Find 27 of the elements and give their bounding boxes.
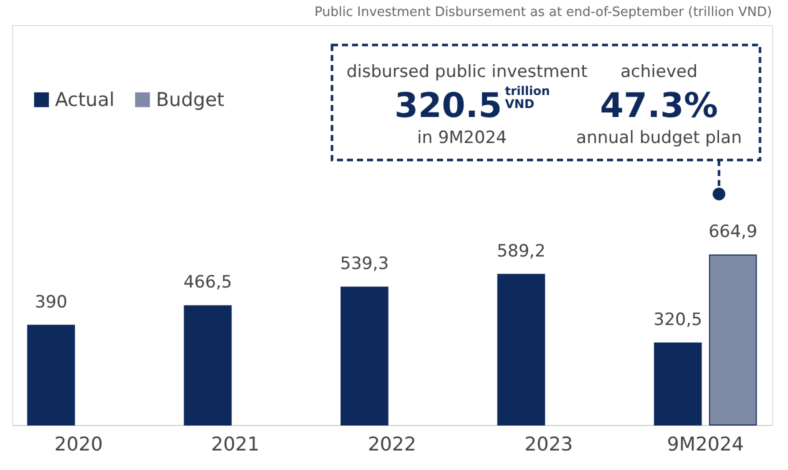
bar bbox=[654, 342, 702, 426]
text: annual budget plan bbox=[576, 128, 742, 148]
data-label: 539,3 bbox=[340, 254, 389, 274]
bar bbox=[184, 305, 232, 426]
legend-label: Actual bbox=[55, 88, 115, 111]
text: 320.5 bbox=[394, 86, 502, 126]
data-label: 320,5 bbox=[654, 310, 702, 330]
x-tick-label: 9M2024 bbox=[666, 434, 744, 456]
x-tick-label: 2020 bbox=[54, 434, 103, 456]
bar bbox=[709, 254, 757, 426]
data-label: 466,5 bbox=[183, 272, 232, 293]
data-label: 589,2 bbox=[496, 241, 546, 262]
x-tick-label: 2022 bbox=[368, 434, 416, 456]
bar bbox=[497, 274, 546, 426]
text: disbursed public investment bbox=[346, 62, 588, 82]
data-label: 664,9 bbox=[708, 222, 758, 242]
text: in 9M2024 bbox=[417, 128, 507, 148]
chart-title: Public Investment Disbursement as at end-of-September (trillion VND) bbox=[314, 5, 772, 20]
text: achieved bbox=[620, 62, 698, 82]
x-tick-label: 2021 bbox=[211, 434, 260, 456]
legend-label: Budget bbox=[156, 88, 224, 111]
data-label: 390 bbox=[34, 292, 68, 312]
text: 47.3% bbox=[600, 86, 718, 126]
x-tick-label: 2023 bbox=[524, 434, 573, 456]
text: trillion VND bbox=[505, 84, 550, 111]
bar bbox=[27, 324, 75, 426]
bar bbox=[340, 286, 388, 426]
